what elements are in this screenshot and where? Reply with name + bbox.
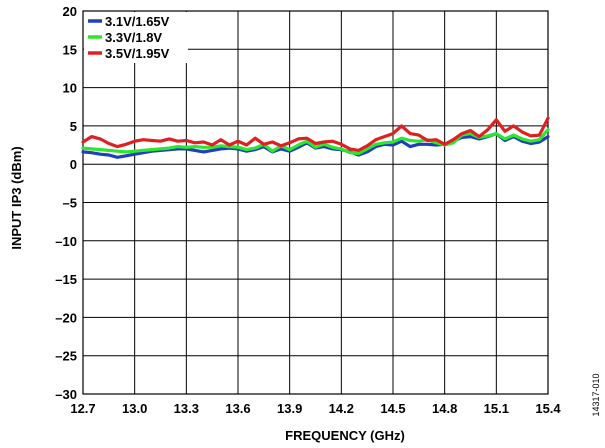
- y-tick-label: –25: [55, 349, 77, 364]
- grid: [82, 10, 549, 395]
- figure-id: 14317-010: [591, 373, 601, 416]
- legend-label-2: 3.3V/1.8V: [105, 30, 162, 45]
- legend-label-1: 3.1V/1.65V: [105, 14, 170, 29]
- y-tick-label: 0: [70, 157, 77, 172]
- y-axis-label: INPUT IP3 (dBm): [9, 146, 24, 249]
- x-tick-label: 15.1: [484, 401, 509, 416]
- x-tick-label: 13.9: [277, 401, 302, 416]
- x-tick-label: 14.8: [432, 401, 457, 416]
- legend-label-3: 3.5V/1.95V: [105, 46, 170, 61]
- x-tick-label: 13.0: [122, 401, 147, 416]
- x-tick-label: 13.6: [225, 401, 250, 416]
- series-line-3: [81, 116, 550, 152]
- x-axis-label: FREQUENCY (GHz): [285, 428, 405, 443]
- y-tick-label: 20: [63, 4, 77, 19]
- x-tick-labels: 12.7 13.0 13.3 13.6 13.9 14.2 14.5 14.8 15.1 15.4: [70, 401, 561, 416]
- x-tick-label: 12.7: [70, 401, 95, 416]
- y-tick-label: 5: [70, 119, 77, 134]
- series-layer: [81, 116, 550, 159]
- y-tick-label: –5: [63, 196, 77, 211]
- y-tick-labels: 20 15 10 5 0 –5 –10 –15 –20 –25 –30: [55, 4, 77, 402]
- x-tick-label: 15.4: [535, 401, 561, 416]
- y-tick-label: –10: [55, 234, 77, 249]
- y-tick-label: 10: [63, 81, 77, 96]
- x-tick-label: 14.5: [380, 401, 405, 416]
- y-tick-label: –30: [55, 387, 77, 402]
- x-tick-label: 14.2: [329, 401, 354, 416]
- x-tick-label: 13.3: [174, 401, 199, 416]
- y-tick-label: 15: [63, 42, 77, 57]
- y-tick-label: –20: [55, 310, 77, 325]
- series-line-2: [81, 128, 550, 156]
- y-tick-label: –15: [55, 272, 77, 287]
- plot-frame: [82, 10, 549, 395]
